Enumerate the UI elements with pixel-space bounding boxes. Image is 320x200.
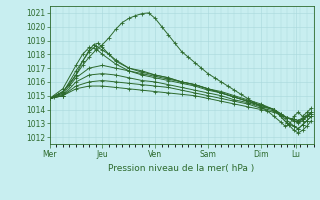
X-axis label: Pression niveau de la mer( hPa ): Pression niveau de la mer( hPa )	[108, 164, 255, 173]
